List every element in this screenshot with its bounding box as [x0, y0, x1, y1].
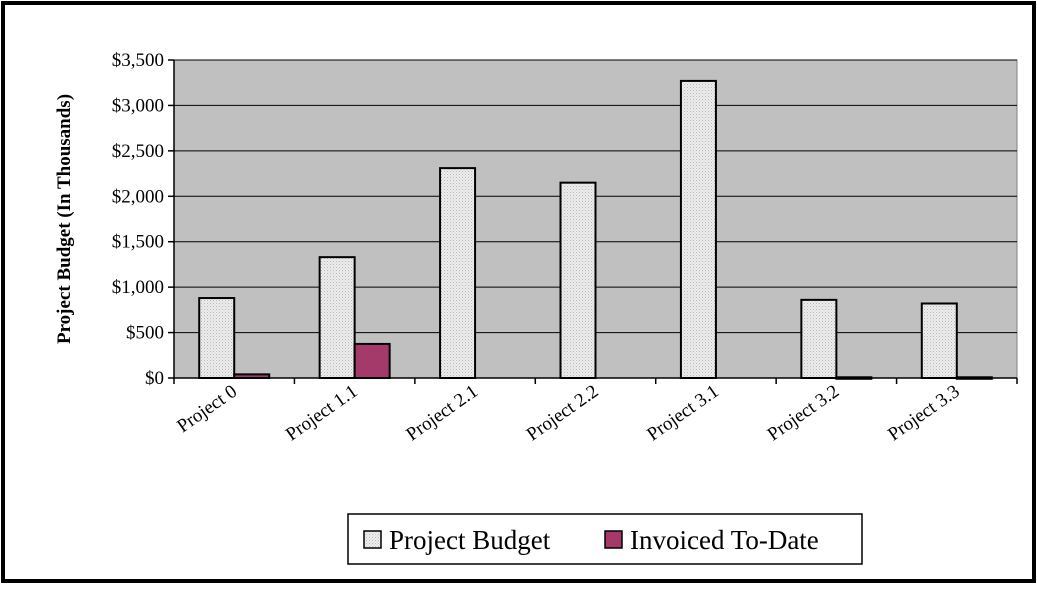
budget-bar-3 — [559, 181, 597, 379]
y-tick-label: $3,000 — [112, 95, 164, 116]
legend-swatch — [604, 530, 623, 549]
budget-bar-6 — [920, 302, 958, 379]
legend-swatch — [363, 530, 382, 549]
legend: Project Budget Invoiced To-Date — [347, 513, 863, 565]
y-tick-label: $0 — [145, 368, 164, 389]
budget-bar-2 — [439, 167, 477, 379]
y-tick-label: $1,000 — [112, 277, 164, 298]
invoiced-bar-1 — [353, 342, 391, 379]
budget-bar-5 — [800, 298, 838, 379]
budget-bar-4 — [679, 79, 717, 379]
y-axis-label: Project Budget (In Thousands) — [54, 94, 75, 344]
budget-bar-0 — [198, 297, 236, 379]
y-tick-label: $1,500 — [112, 232, 164, 253]
y-tick-label: $500 — [126, 323, 164, 344]
legend-label: Invoiced To-Date — [630, 525, 819, 555]
y-tick-label: $3,500 — [112, 50, 164, 71]
budget-bar-1 — [318, 256, 356, 379]
y-tick-label: $2,000 — [112, 186, 164, 207]
y-axis-ticks: $0 $500 $1,000 $1,500 $2,000 $2,500 $3,000 $3,5… — [112, 50, 174, 389]
legend-label: Project Budget — [389, 525, 551, 555]
y-tick-label: $2,500 — [112, 141, 164, 162]
axes — [173, 60, 1017, 379]
